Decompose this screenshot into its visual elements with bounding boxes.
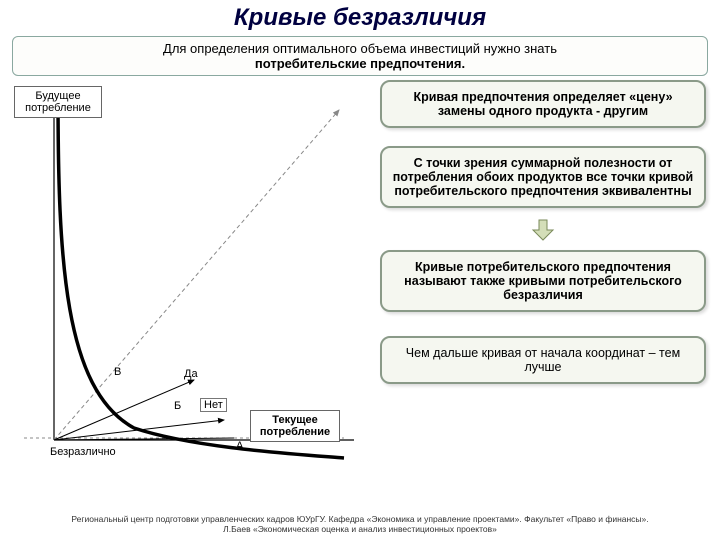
net-arrow: [54, 420, 224, 440]
y-axis-label: Будущее потребление: [14, 86, 102, 118]
info-box-2: С точки зрения суммарной полезности от п…: [380, 146, 706, 208]
subtitle-line1: Для определения оптимального объема инве…: [163, 41, 557, 56]
footer-line2: Л.Баев «Экономическая оценка и анализ ин…: [223, 524, 497, 534]
footer: Региональный центр подготовки управленче…: [0, 514, 720, 534]
info-box-2-text: С точки зрения суммарной полезности от п…: [393, 156, 693, 198]
label-b: Б: [174, 400, 181, 412]
x-axis-label: Текущее потребление: [250, 410, 340, 442]
right-column: Кривая предпочтения определяет «цену» за…: [380, 80, 706, 402]
main-area: Будущее потребление Текущее потребление …: [0, 76, 720, 496]
info-box-4-text: Чем дальше кривая от начала координат – …: [406, 346, 680, 374]
info-box-1: Кривая предпочтения определяет «цену» за…: [380, 80, 706, 128]
label-bezr: Безразлично: [50, 446, 116, 458]
page-title: Кривые безразличия: [0, 0, 720, 34]
y-axis-label-text: Будущее потребление: [25, 90, 91, 114]
label-v: В: [114, 366, 121, 378]
chart-area: Будущее потребление Текущее потребление …: [14, 80, 366, 476]
info-box-3: Кривые потребительского предпочтения наз…: [380, 250, 706, 312]
footer-line1: Региональный центр подготовки управленче…: [71, 514, 648, 524]
label-a: А: [236, 440, 243, 452]
da-arrow: [54, 380, 194, 440]
info-box-1-text: Кривая предпочтения определяет «цену» за…: [413, 90, 672, 118]
subtitle-box: Для определения оптимального объема инве…: [12, 36, 708, 76]
x-axis-label-text: Текущее потребление: [260, 414, 330, 438]
label-da: Да: [184, 368, 198, 380]
down-arrow-icon: [531, 218, 555, 242]
subtitle-line2: потребительские предпочтения.: [255, 56, 465, 71]
info-box-3-text: Кривые потребительского предпочтения наз…: [404, 260, 682, 302]
label-net: Нет: [200, 398, 227, 412]
info-box-4: Чем дальше кривая от начала координат – …: [380, 336, 706, 384]
